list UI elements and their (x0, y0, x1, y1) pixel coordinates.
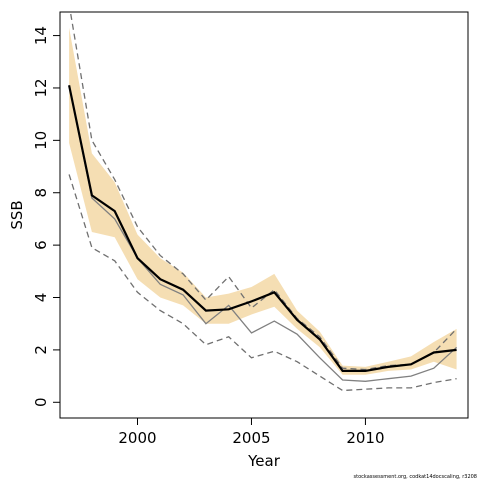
y-tick-label-10: 10 (32, 131, 50, 150)
x-axis-title: Year (247, 452, 281, 470)
y-tick-label-12: 12 (32, 78, 50, 97)
y-tick-label-0: 0 (32, 398, 50, 408)
x-tick-label-2005: 2005 (232, 429, 270, 447)
credit-note: stockassessment.org, codkat14docscaling,… (354, 474, 477, 480)
y-tick-label-8: 8 (32, 188, 50, 198)
x-tick-label-2010: 2010 (346, 429, 384, 447)
y-tick-label-4: 4 (32, 293, 50, 303)
y-tick-label-2: 2 (32, 345, 50, 355)
y-tick-label-14: 14 (32, 26, 50, 45)
confidence-band (69, 27, 457, 375)
y-axis-title: SSB (8, 200, 26, 229)
plot-layer (68, 12, 458, 392)
x-tick-label-2000: 2000 (118, 429, 156, 447)
y-tick-label-6: 6 (32, 240, 50, 250)
alt-upper-line (69, 12, 458, 371)
alt-lower-line (68, 174, 457, 392)
axes-layer: 2000 2005 2010 0 2 4 6 8 10 12 14 (32, 26, 385, 447)
ssb-estimate-line (68, 85, 457, 372)
